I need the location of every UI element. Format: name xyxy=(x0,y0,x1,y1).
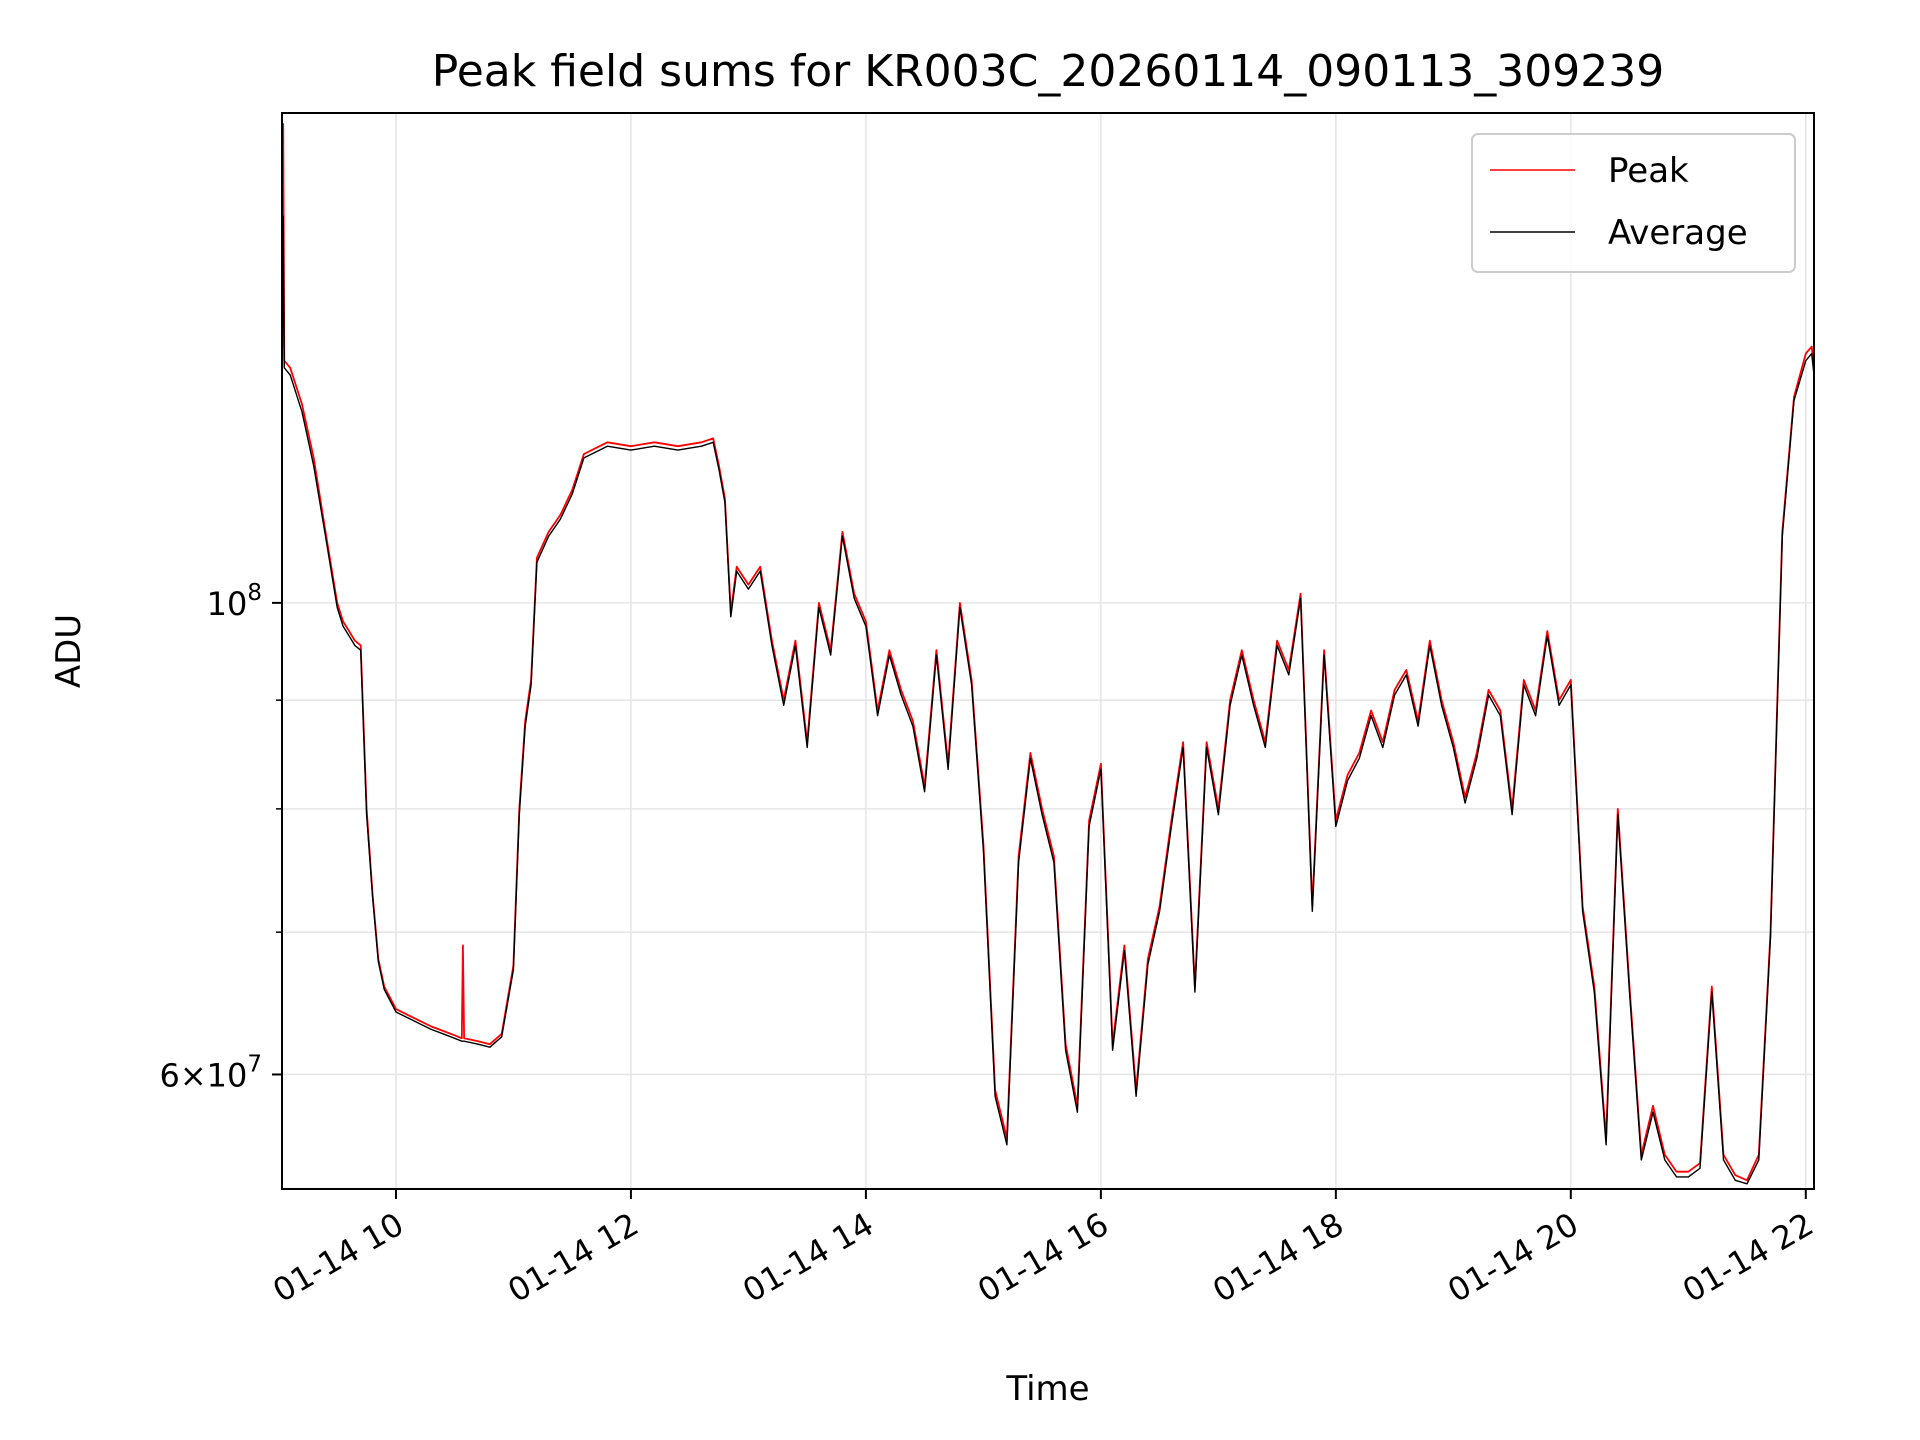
plot-frame xyxy=(281,112,1815,1190)
series-line-average xyxy=(281,215,1815,1185)
legend-box xyxy=(1471,133,1796,273)
y-axis-ticks: 6×107 108 xyxy=(159,580,282,1094)
grid xyxy=(282,113,1814,1189)
legend-label-peak: Peak xyxy=(1608,151,1689,191)
y-tick-label: 108 xyxy=(207,580,262,623)
x-axis-label: Time xyxy=(1005,1369,1089,1409)
chart-title: Peak field sums for KR003C_20260114_0901… xyxy=(432,46,1664,97)
series-lines xyxy=(281,123,1815,1185)
y-tick-label: 6×107 xyxy=(159,1051,262,1094)
legend: Peak Average xyxy=(1471,133,1796,273)
legend-label-average: Average xyxy=(1608,213,1748,253)
y-axis-label: ADU xyxy=(49,614,89,688)
